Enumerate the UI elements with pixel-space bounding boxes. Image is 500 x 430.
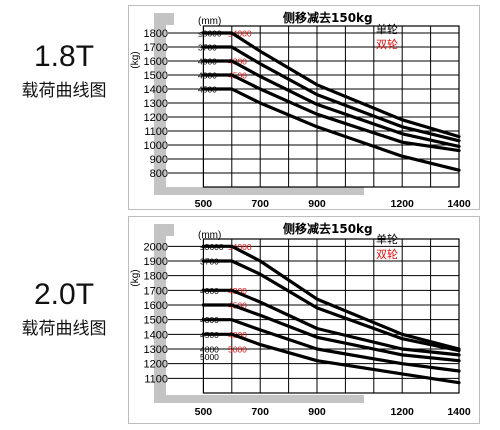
load-curve	[201, 45, 461, 143]
mast-height-label-double: 5000	[228, 345, 247, 355]
mast-height-label: 4800	[200, 345, 219, 355]
x-tick-label: 500	[195, 406, 213, 418]
y-tick-label: 1700	[144, 42, 168, 54]
load-chart-panel-2: 1100 1200 1300 1400 1500 1600 1700 1800 1900 2000…	[128, 216, 480, 424]
side-shift-note: 侧移减去150kg	[283, 10, 373, 25]
y-tick-label: 1500	[144, 315, 168, 327]
mast-height-label-double: ≤4000	[228, 242, 252, 252]
load-curve	[201, 288, 461, 357]
load-curve	[201, 259, 461, 353]
y-tick-label: 1400	[144, 84, 168, 96]
load-curve	[201, 59, 461, 148]
plot-border	[202, 25, 460, 188]
y-tick-label: 1500	[144, 70, 168, 82]
load-curve	[201, 318, 461, 373]
legend-single-wheel: 单轮	[376, 22, 398, 36]
chart-caption-1: 1.8T 载荷曲线图	[0, 40, 128, 101]
unit-label-mm: (mm)	[198, 230, 221, 241]
plot-border	[202, 238, 460, 394]
chart-subtitle: 载荷曲线图	[21, 81, 107, 101]
y-tick-label: 1700	[144, 285, 168, 297]
y-tick-label: 1600	[144, 56, 168, 68]
load-curve	[201, 303, 461, 363]
mast-height-label: 5000	[200, 352, 219, 362]
y-tick-label: 1600	[144, 300, 168, 312]
y-axis-unit: (kg)	[130, 269, 141, 286]
y-tick-label: 900	[150, 154, 168, 166]
load-curve	[201, 73, 461, 153]
unit-label-mm: (mm)	[198, 16, 221, 27]
chart-title: 2.0T	[33, 278, 95, 311]
x-tick-label: 900	[308, 198, 326, 210]
mast-height-label-double: 4500	[228, 71, 247, 81]
side-shift-note: 侧移减去150kg	[283, 221, 373, 236]
y-tick-label: 1200	[144, 112, 168, 124]
chart-caption-2: 2.0T 载荷曲线图	[0, 278, 128, 339]
y-axis-unit: (kg)	[130, 51, 141, 68]
chart-subtitle: 载荷曲线图	[21, 319, 107, 339]
y-tick-label: 2000	[144, 241, 168, 253]
load-curve	[201, 332, 461, 385]
load-curve	[201, 87, 461, 172]
y-tick-label: 1400	[144, 329, 168, 341]
x-tick-label: 700	[251, 198, 269, 210]
y-tick-label: 1200	[144, 359, 168, 371]
legend-double-wheel: 双轮	[376, 247, 398, 261]
legend-double-wheel: 双轮	[376, 37, 398, 51]
y-tick-label: 800	[150, 168, 168, 180]
load-chart-panel-1: 800 900 1000 1100 1200 1300 1400 1500 1600 1700 18…	[128, 5, 480, 210]
x-tick-label: 1200	[391, 198, 415, 210]
y-tick-label: 1100	[144, 373, 168, 385]
mast-height-label-double: ≤4000	[228, 29, 252, 39]
mast-height-label-double: 4300	[228, 57, 247, 67]
chart-title: 1.8T	[33, 40, 95, 73]
y-tick-label: 1900	[144, 256, 168, 268]
y-tick-label: 1000	[144, 140, 168, 152]
legend-single-wheel: 单轮	[376, 232, 398, 246]
mast-height-label-double: 4300	[228, 286, 247, 296]
x-tick-label: 1200	[391, 406, 415, 418]
y-tick-label: 1100	[144, 126, 168, 138]
load-curve	[201, 31, 461, 139]
x-tick-label: 700	[251, 406, 269, 418]
y-tick-label: 1800	[144, 271, 168, 283]
x-tick-label: 900	[308, 406, 326, 418]
y-tick-label: 1300	[144, 344, 168, 356]
x-tick-label: 1400	[447, 406, 471, 418]
y-tick-label: 1300	[144, 98, 168, 110]
x-tick-label: 1400	[447, 198, 471, 210]
y-tick-label: 1800	[144, 28, 168, 40]
load-curve	[201, 244, 461, 351]
x-tick-label: 500	[195, 198, 213, 210]
